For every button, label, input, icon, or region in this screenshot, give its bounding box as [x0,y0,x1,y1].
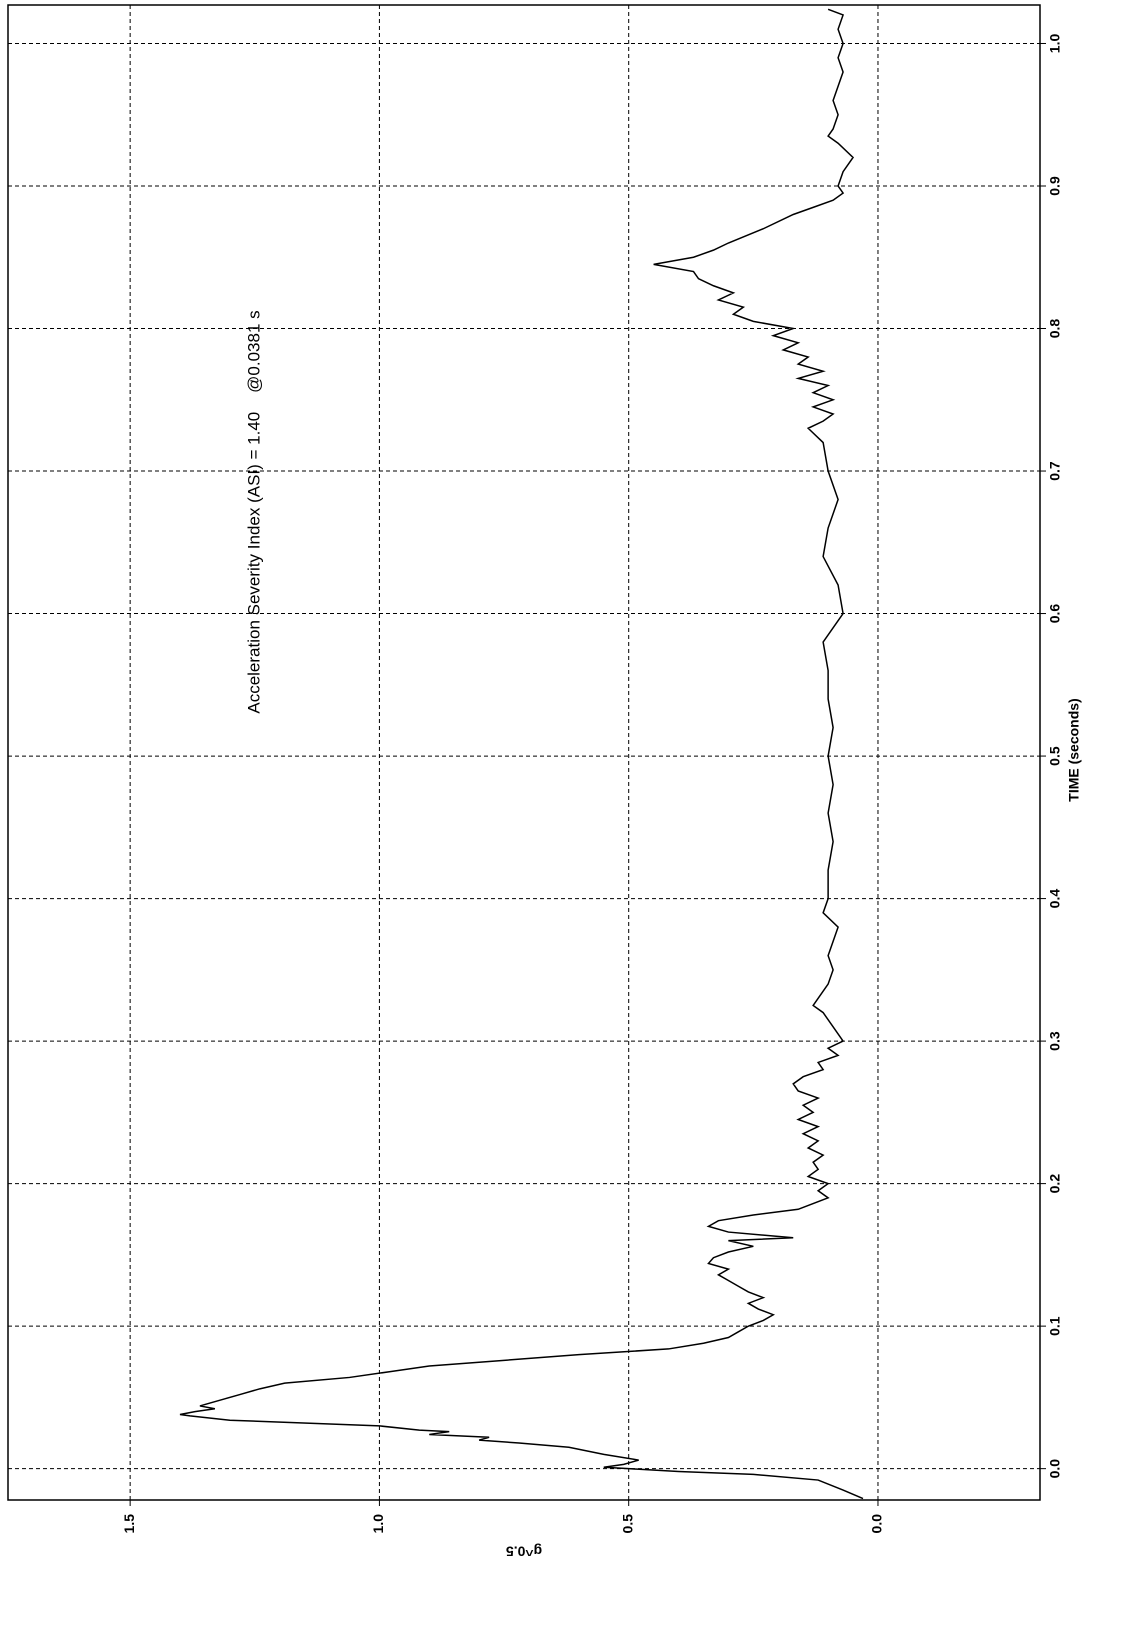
y-tick-label: 1.0 [370,1514,386,1534]
rotated-plot: 0.0 0.1 0.2 0.3 0.4 0.5 0.6 0.7 0.8 0.9 1.0 0.0 0.5 1… [7,4,1082,1559]
x-tick-label: 0.4 [1047,889,1063,909]
x-tick-label: 0.7 [1047,461,1063,481]
x-tick-label: 0.3 [1047,1031,1063,1051]
x-axis-label: TIME (seconds) [1066,698,1082,801]
x-tick-label: 0.8 [1047,319,1063,339]
x-tick-label: 0.2 [1047,1174,1063,1194]
x-tick-label: 0.5 [1047,746,1063,766]
x-tick-label: 1.0 [1047,34,1063,54]
y-tick-label: 1.5 [121,1514,137,1534]
data-line [179,8,864,1500]
y-tick-label: 0.0 [869,1514,885,1534]
x-tick-label: 0.9 [1047,176,1063,196]
chart-title: Acceleration Severity Index (ASI) = 1.40… [244,310,263,713]
x-tick-label: 0.1 [1047,1316,1063,1336]
y-tick-label: 0.5 [619,1514,635,1534]
x-tick-label: 0.0 [1047,1459,1063,1479]
y-axis-label: g^0.5 [506,1543,542,1559]
plot-border [7,4,1041,1501]
x-tick-label: 0.6 [1047,604,1063,624]
